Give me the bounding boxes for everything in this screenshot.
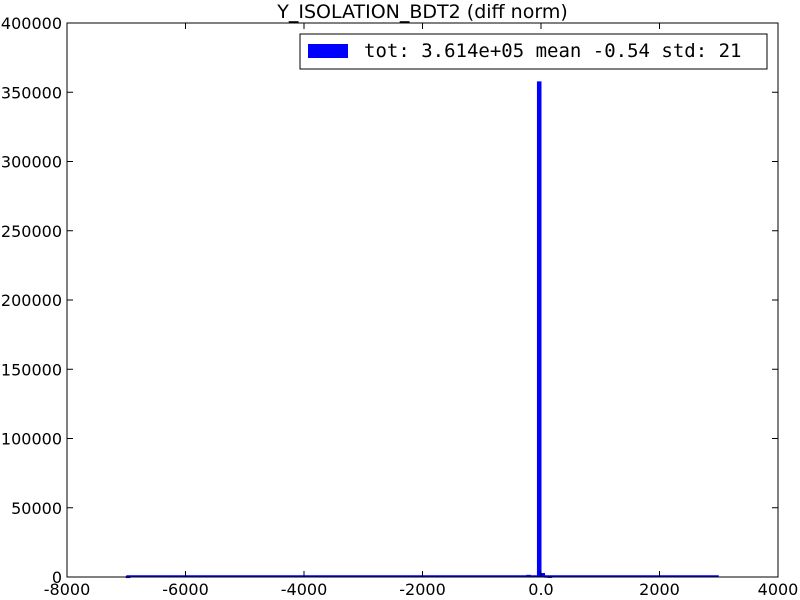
plot-frame	[66, 22, 779, 578]
y-tick-label: 300000	[1, 153, 62, 172]
y-tick-label: 150000	[1, 360, 62, 379]
legend-swatch	[308, 44, 348, 58]
legend-box	[299, 33, 768, 70]
histogram-bar	[536, 81, 542, 578]
x-tick-label: -2000	[399, 580, 446, 599]
x-tick-label: -6000	[162, 580, 209, 599]
legend-label: tot: 3.614e+05 mean -0.54 std: 21	[364, 40, 742, 62]
x-tick-label: 0.0	[528, 580, 553, 599]
y-tick-label: 50000	[11, 499, 62, 518]
x-tick-label: 4000	[758, 580, 799, 599]
x-tick-label: -4000	[281, 580, 328, 599]
y-axis: 0 50000 100000 150000 200000 250000 300000 3500…	[1, 14, 778, 587]
y-tick-label: 400000	[1, 14, 62, 33]
bars-layer	[125, 81, 719, 579]
x-axis: -8000 -6000 -4000 -2000 0.0 2000 4000	[44, 23, 799, 599]
histogram-bar	[540, 573, 546, 578]
y-tick-label: 0	[52, 568, 62, 587]
y-tick-label: 200000	[1, 291, 62, 310]
y-tick-label: 350000	[1, 83, 62, 102]
y-tick-label: 100000	[1, 430, 62, 449]
x-tick-label: 2000	[639, 580, 680, 599]
x-tick-label: -8000	[44, 580, 91, 599]
chart-title: Y_ISOLATION_BDT2 (diff norm)	[276, 1, 568, 23]
y-tick-label: 250000	[1, 222, 62, 241]
legend: tot: 3.614e+05 mean -0.54 std: 21	[299, 33, 768, 70]
